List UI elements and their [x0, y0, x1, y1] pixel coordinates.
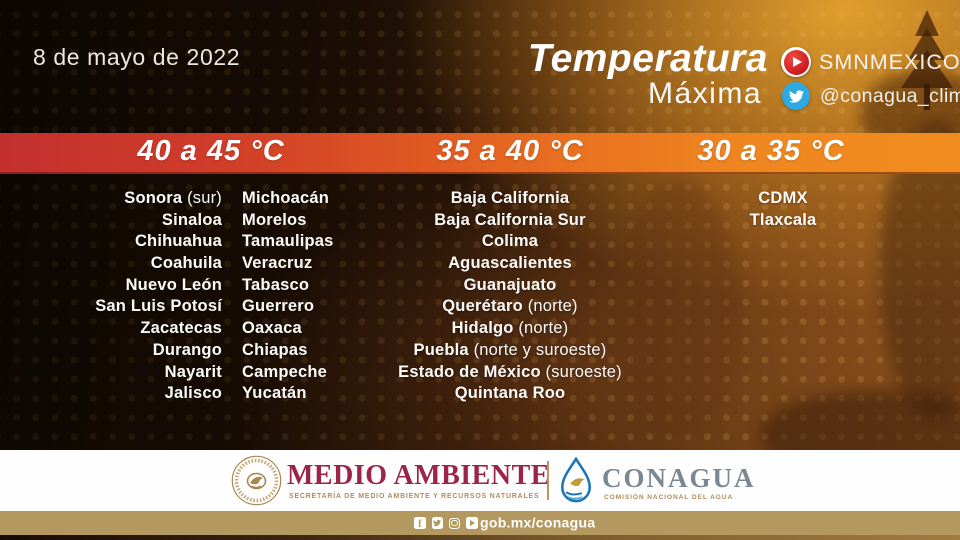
state-item: Querétaro (norte): [442, 297, 578, 316]
state-item: Sinaloa: [161, 210, 222, 229]
twitter-handle: @conagua_clima: [820, 85, 960, 107]
youtube-handle: SMNMEXICO: [819, 50, 960, 74]
state-item: Baja California Sur: [434, 210, 586, 229]
mexican-eagle-seal-icon: [231, 455, 282, 506]
state-item: Michoacán: [242, 189, 330, 207]
conagua-wordmark: CONAGUA: [602, 463, 756, 493]
state-item: Coahuila: [150, 254, 222, 273]
state-item: Colima: [481, 232, 539, 251]
state-item: Tlaxcala: [749, 210, 817, 229]
instagram-icon: [449, 517, 460, 529]
range-label-30-35: 30 a 35 °C: [697, 134, 845, 167]
state-item: Oaxaca: [242, 319, 302, 338]
foliage-silhouette: [620, 180, 740, 440]
page-subtitle: Máxima: [647, 77, 762, 110]
state-item: Chihuahua: [134, 232, 222, 251]
social-icons: [414, 511, 478, 535]
pine-tree-icon: [897, 10, 957, 110]
state-item: Baja California: [450, 189, 570, 207]
youtube-icon: [466, 517, 478, 529]
state-item: Hidalgo (norte): [451, 319, 569, 338]
state-item: Nayarit: [164, 362, 222, 381]
twitter-icon: [782, 82, 810, 110]
twitter-icon: [431, 517, 443, 529]
state-item: Veracruz: [242, 254, 313, 273]
bottom-edge-strip: [0, 535, 960, 540]
states-40-45-column-b: Michoacán Morelos Tamaulipas Veracruz Ta…: [242, 188, 334, 405]
state-item: Morelos: [242, 210, 307, 229]
semarnat-wordmark: MEDIO AMBIENTE: [287, 460, 550, 491]
social-bar: gob.mx/conagua: [0, 511, 960, 535]
range-label-35-40: 35 a 40 °C: [436, 134, 584, 167]
state-item: Yucatán: [242, 384, 307, 403]
semarnat-subtitle: SECRETARÍA DE MEDIO AMBIENTE Y RECURSOS …: [289, 493, 540, 500]
state-item: Campeche: [242, 362, 328, 381]
state-item: Zacatecas: [140, 319, 222, 338]
state-item: Durango: [152, 340, 222, 359]
youtube-icon: [781, 47, 811, 77]
states-30-35-column: CDMX Tlaxcala: [750, 188, 817, 231]
conagua-drop-icon: [561, 457, 591, 503]
gobmx-url: gob.mx/conagua: [480, 514, 596, 531]
state-item: Quintana Roo: [454, 384, 566, 403]
date-label: 8 de mayo de 2022: [33, 44, 241, 70]
state-item: Guanajuato: [463, 275, 557, 294]
states-40-45-column-a: Sonora (sur) Sinaloa Chihuahua Coahuila …: [95, 188, 222, 405]
state-item: Puebla (norte y suroeste): [413, 340, 607, 359]
states-35-40-column: Baja California Baja California Sur Coli…: [398, 188, 622, 405]
state-item: Jalisco: [164, 384, 222, 403]
state-item: Estado de México (suroeste): [398, 362, 622, 381]
state-item: Sonora (sur): [124, 189, 222, 207]
temperature-range-banner: 40 a 45 °C 35 a 40 °C 30 a 35 °C: [0, 133, 960, 174]
page-title: Temperatura: [527, 37, 768, 80]
youtube-play-icon: [783, 49, 809, 75]
state-item: CDMX: [758, 189, 808, 207]
state-item: Chiapas: [242, 340, 308, 359]
range-label-40-45: 40 a 45 °C: [137, 134, 285, 167]
facebook-icon: [414, 517, 426, 529]
state-item: San Luis Potosí: [95, 297, 222, 316]
footer-logo-band: MEDIO AMBIENTE SECRETARÍA DE MEDIO AMBIE…: [0, 450, 960, 511]
state-item: Nuevo León: [125, 275, 222, 294]
state-item: Guerrero: [242, 297, 315, 316]
state-item: Aguascalientes: [448, 254, 572, 273]
conagua-subtitle: COMISIÓN NACIONAL DEL AGUA: [604, 494, 734, 501]
state-item: Tamaulipas: [242, 232, 334, 251]
state-item: Tabasco: [242, 275, 310, 294]
logo-divider: [547, 461, 549, 500]
